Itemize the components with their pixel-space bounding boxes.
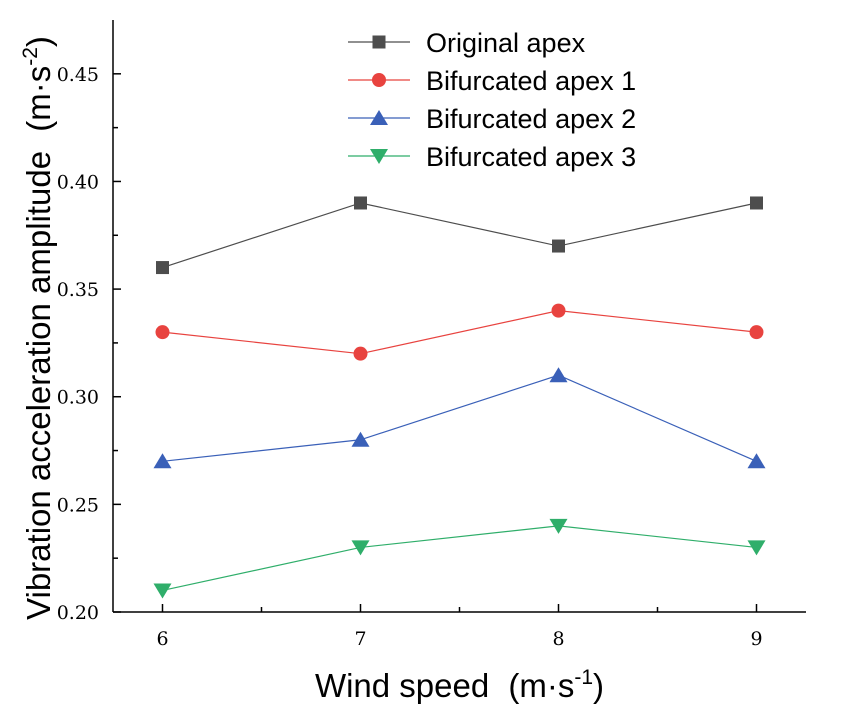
y-tick-label: 0.30 [57, 387, 99, 409]
data-point [354, 196, 367, 210]
y-axis-ticks: 0.20 0.25 0.30 0.35 0.40 0.45 [57, 64, 121, 624]
series [156, 196, 763, 275]
data-point [155, 325, 170, 340]
data-point [552, 239, 565, 253]
series-line [162, 374, 757, 462]
legend-item: Bifurcated apex 2 [348, 104, 636, 134]
y-tick-label: 0.40 [57, 171, 99, 193]
data-point [353, 346, 368, 361]
data-point [750, 196, 763, 210]
x-axis-title-unit: (m·s [508, 667, 574, 704]
series [155, 303, 764, 361]
series [153, 518, 766, 599]
data-point [747, 540, 766, 556]
legend-label: Bifurcated apex 1 [426, 66, 636, 96]
legend-marker [372, 35, 386, 49]
y-tick-label: 0.25 [57, 494, 99, 516]
legend-marker [370, 110, 388, 125]
x-axis-ticks: 6 7 8 9 [156, 604, 763, 650]
legend-item: Original apex [348, 28, 586, 58]
series-line [162, 525, 757, 592]
x-axis-title: Wind speed (m·s-1) [315, 666, 604, 704]
data-point [156, 261, 169, 275]
data-point [747, 453, 766, 469]
legend-label: Bifurcated apex 2 [426, 104, 636, 134]
data-point [351, 431, 370, 447]
y-axis-title-exponent: -2 [19, 47, 42, 66]
y-axis-title-text: Vibration acceleration amplitude [20, 151, 57, 620]
series [153, 367, 766, 469]
legend-item: Bifurcated apex 1 [348, 66, 636, 96]
y-axis-title-unit: (m·s [20, 66, 57, 132]
series-line [162, 310, 757, 355]
data-point [153, 583, 172, 599]
legend-item: Bifurcated apex 3 [348, 142, 636, 172]
data-point [351, 540, 370, 556]
legend-label: Bifurcated apex 3 [426, 142, 636, 172]
legend-label: Original apex [426, 28, 586, 58]
x-axis-title-text: Wind speed [315, 667, 489, 704]
x-tick-label: 8 [552, 628, 564, 650]
y-tick-label: 0.20 [57, 602, 99, 624]
data-point [551, 303, 566, 318]
legend: Original apex Bifurcated apex 1 Bifurcated… [348, 28, 636, 172]
y-tick-label: 0.45 [57, 64, 99, 86]
series-line [162, 202, 757, 269]
legend-marker [370, 149, 388, 164]
y-tick-label: 0.35 [57, 279, 99, 301]
y-axis-title: Vibration acceleration amplitude (m·s-2) [19, 36, 57, 620]
data-point [549, 518, 568, 534]
x-tick-label: 9 [750, 628, 762, 650]
x-tick-label: 6 [156, 628, 168, 650]
legend-marker [372, 73, 386, 87]
x-axis-title-exponent: -1 [574, 666, 593, 689]
x-tick-label: 7 [354, 628, 366, 650]
data-point [153, 453, 172, 469]
data-point [749, 325, 764, 340]
y-axis-title-close: ) [20, 36, 57, 47]
data-point [549, 367, 568, 383]
series-layer [153, 196, 766, 599]
x-axis-title-close: ) [593, 667, 604, 704]
